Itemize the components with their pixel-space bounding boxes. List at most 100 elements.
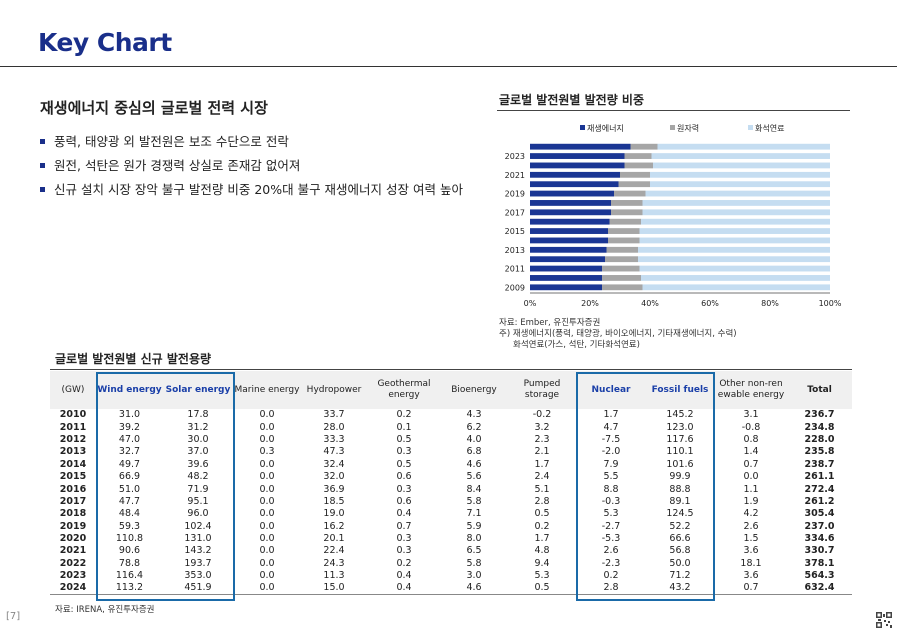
- header-total: Total: [787, 371, 852, 409]
- table-cell: 5.6: [466, 471, 482, 483]
- table-cell: 48.4: [118, 508, 141, 520]
- row-year-cell: 2015: [59, 471, 87, 483]
- row-year-cell: 2012: [59, 433, 87, 445]
- bar-segment: [606, 246, 638, 253]
- table-cell: 30.0: [187, 433, 209, 445]
- table-cell: 0.8: [743, 433, 759, 445]
- table-cell: 101.6: [666, 458, 694, 470]
- table-cell: 0.0: [259, 557, 275, 569]
- table-cell: 3.6: [743, 570, 759, 582]
- table-cell: 24.3: [323, 557, 345, 569]
- y-tick-label: 2015: [505, 227, 525, 236]
- table-cell: 0.0: [259, 409, 275, 421]
- table-cell: -5.3: [601, 533, 621, 545]
- table-cell: 31.0: [118, 409, 141, 421]
- table-cell: 0.2: [534, 520, 550, 532]
- table-cell: 89.1: [669, 495, 691, 507]
- summary-bullets: 풍력, 태양광 외 발전원은 보조 수단으로 전락 원전, 석탄은 원가 경쟁력…: [40, 130, 490, 202]
- bar-segment: [651, 153, 830, 159]
- bar-segment: [624, 153, 652, 159]
- bar-segment: [650, 181, 830, 188]
- table-cell: 99.9: [669, 471, 691, 483]
- header-unit: (GW): [50, 371, 96, 409]
- table-cell: 113.2: [96, 582, 163, 596]
- x-tick-label: 80%: [761, 299, 779, 308]
- bar-segment: [641, 218, 830, 225]
- table-cell: 19.0: [323, 508, 345, 520]
- table-cell: 4.6: [466, 458, 482, 470]
- table-cell: 123.0: [666, 421, 694, 433]
- capacity-table: (GW) Wind energy Solar energy Marine ene…: [50, 371, 852, 596]
- row-year-cell: 2011: [59, 421, 87, 433]
- bar-segment: [530, 246, 607, 253]
- table-cell: 50.0: [669, 557, 691, 569]
- table-cell: -2.7: [601, 520, 621, 532]
- table-cell: 143.2: [184, 545, 212, 557]
- table-cell: 59.3: [118, 520, 141, 532]
- bar-segment: [638, 246, 830, 253]
- table-cell: 0.0: [259, 495, 275, 507]
- bar-segment: [530, 190, 614, 197]
- summary-bullet: 원전, 석탄은 원가 경쟁력 상실로 존재감 없어져: [40, 154, 490, 178]
- table-row: 2015 66.9 48.2 0.0 32.0 0.6 5.6 2.4 5.5 99.9 0.0 26…: [50, 471, 852, 483]
- table-cell: 39.2: [118, 421, 141, 433]
- bar-segment: [618, 181, 650, 188]
- table-cell: 37.0: [187, 446, 209, 458]
- row-total-cell: 330.7: [804, 545, 835, 557]
- table-cell: 0.0: [259, 483, 275, 495]
- table-cell: 2.3: [534, 433, 550, 445]
- table-cell: 33.7: [323, 409, 345, 421]
- y-tick-label: 2019: [505, 190, 525, 199]
- table-row: 2020 110.8 131.0 0.0 20.1 0.3 8.0 1.7 -5.3 66.6 1.…: [50, 533, 852, 545]
- x-tick-label: 40%: [641, 299, 659, 308]
- row-total-cell: 236.7: [804, 409, 835, 421]
- table-cell: 124.5: [666, 508, 694, 520]
- table-cell: 51.0: [118, 483, 141, 495]
- table-row: 2014 49.7 39.6 0.0 32.4 0.5 4.6 1.7 7.9 101.6 0.7 2…: [50, 459, 852, 471]
- row-total-cell: 235.8: [804, 446, 835, 458]
- table-row: 2010 31.0 17.8 0.0 33.7 0.2 4.3 -0.2 1.7 145.2 3.1…: [50, 409, 852, 421]
- table-cell: 0.2: [603, 570, 619, 582]
- header-other-nonrenewable: Other non-renewable energy: [715, 371, 787, 409]
- table-cell: 6.8: [466, 446, 482, 458]
- table-cell: 2.1: [534, 446, 550, 458]
- y-tick-label: 2023: [505, 152, 525, 161]
- summary-bullet: 풍력, 태양광 외 발전원은 보조 수단으로 전락: [40, 130, 490, 154]
- table-cell: 36.9: [323, 483, 345, 495]
- x-tick-label: 0%: [524, 299, 537, 308]
- legend-swatch: [748, 125, 753, 130]
- header-wind: Wind energy: [96, 371, 163, 409]
- table-cell: 0.5: [534, 508, 550, 520]
- table-cell: 110.1: [666, 446, 694, 458]
- table-cell: 0.5: [507, 582, 577, 596]
- row-total-cell: 632.4: [787, 582, 852, 596]
- table-cell: 8.8: [603, 483, 619, 495]
- table-cell: 0.0: [259, 471, 275, 483]
- bar-segment: [620, 171, 650, 178]
- bar-segment: [657, 143, 830, 150]
- header-nuclear: Nuclear: [577, 371, 645, 409]
- table-cell: 0.4: [396, 508, 412, 520]
- table-cell: 0.0: [259, 545, 275, 557]
- row-year-cell: 2018: [59, 508, 87, 520]
- table-cell: 110.8: [115, 533, 144, 545]
- table-cell: 5.3: [534, 570, 550, 582]
- row-total-cell: 334.6: [804, 533, 835, 545]
- bar-segment: [641, 275, 830, 281]
- row-year-cell: 2016: [59, 483, 87, 495]
- bar-segment: [639, 228, 830, 234]
- table-cell: -0.2: [532, 409, 552, 421]
- table-cell: 2.6: [743, 520, 759, 532]
- table-cell: 1.1: [743, 483, 759, 495]
- table-cell: 96.0: [187, 508, 209, 520]
- table-cell: 2.8: [577, 582, 645, 596]
- row-total-cell: 305.4: [804, 508, 835, 520]
- table-cell: 3.0: [466, 570, 482, 582]
- row-total-cell: 272.4: [804, 483, 835, 495]
- bar-segment: [611, 209, 643, 216]
- bar-segment: [605, 256, 638, 263]
- table-cell: 20.1: [323, 533, 345, 545]
- bar-segment: [602, 284, 643, 291]
- bar-segment: [624, 162, 653, 169]
- table-cell: 56.8: [669, 545, 691, 557]
